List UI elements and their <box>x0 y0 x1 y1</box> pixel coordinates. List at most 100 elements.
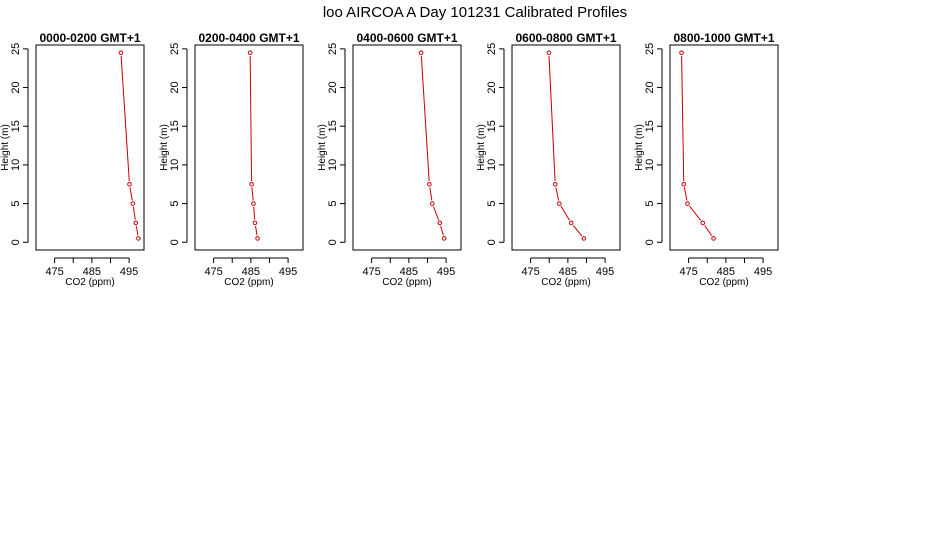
series-segment <box>429 187 433 201</box>
y-tick-label: 25 <box>644 43 656 55</box>
plot-frame <box>194 44 304 251</box>
series-segment <box>433 206 440 221</box>
series-segment <box>681 55 685 182</box>
panel-title: 0200-0400 GMT+1 <box>198 31 299 45</box>
data-point <box>441 236 447 241</box>
panel-title: 0800-1000 GMT+1 <box>673 31 774 45</box>
y-tick-label: 5 <box>327 201 339 207</box>
panel-title: 0000-0200 GMT+1 <box>39 31 140 45</box>
x-tick-label: 485 <box>242 266 260 278</box>
x-tick-label: 495 <box>279 266 297 278</box>
y-tick-label: 10 <box>486 159 498 171</box>
series-segment <box>251 187 254 201</box>
series-segment <box>440 225 444 236</box>
series-segment <box>120 55 130 182</box>
plot-frame <box>511 44 621 251</box>
y-tick-label: 15 <box>486 120 498 132</box>
data-point <box>711 236 716 241</box>
series-segment <box>129 187 133 201</box>
y-tick-label: 10 <box>644 159 656 171</box>
series-segment <box>420 55 430 182</box>
panel-title: 0600-0800 GMT+1 <box>515 31 616 45</box>
data-point <box>130 201 136 206</box>
x-axis-label: CO2 (ppm) <box>382 277 431 288</box>
x-tick-label: 475 <box>521 266 539 278</box>
series-segment <box>572 225 583 237</box>
profile-panels: 0000-0200 GMT+1 475 485 495 CO2 (ppm) 0 5 10 15 2… <box>0 31 779 288</box>
x-tick-label: 475 <box>204 266 222 278</box>
y-axis-label: Height (m) <box>159 124 170 171</box>
data-point <box>136 236 141 241</box>
y-tick-label: 0 <box>486 239 498 245</box>
y-tick-label: 20 <box>644 81 656 93</box>
profile-panel: 0600-0800 GMT+1 475 485 495 CO2 (ppm) 0 5 10 15 2… <box>476 31 621 288</box>
x-tick-label: 485 <box>83 266 101 278</box>
x-axis-label: CO2 (ppm) <box>541 277 590 288</box>
data-point <box>552 181 558 187</box>
data-point <box>247 50 253 56</box>
figure-title: loo AIRCOA A Day 101231 Calibrated Profi… <box>323 4 627 21</box>
y-tick-label: 20 <box>327 81 339 93</box>
series-segment <box>132 206 136 220</box>
profile-panel: 0400-0600 GMT+1 475 485 495 CO2 (ppm) 0 5 10 15 2… <box>317 31 462 288</box>
data-point <box>681 181 687 187</box>
y-tick-label: 0 <box>10 239 22 245</box>
x-tick-label: 495 <box>754 266 772 278</box>
y-axis-label: Height (m) <box>476 124 487 171</box>
series-segment <box>254 225 258 236</box>
data-point <box>118 50 124 56</box>
y-tick-label: 15 <box>10 120 22 132</box>
y-tick-label: 5 <box>169 201 181 207</box>
data-point <box>700 220 706 226</box>
data-point <box>430 201 435 206</box>
y-tick-label: 25 <box>169 43 181 55</box>
data-point <box>685 201 690 206</box>
y-tick-label: 0 <box>644 239 656 245</box>
x-axis-label: CO2 (ppm) <box>224 277 273 288</box>
y-tick-label: 15 <box>327 120 339 132</box>
y-tick-label: 5 <box>486 201 498 207</box>
x-tick-label: 485 <box>717 266 735 278</box>
y-tick-label: 10 <box>10 159 22 171</box>
series-segment <box>689 205 702 221</box>
y-axis-label: Height (m) <box>634 124 645 171</box>
data-point <box>427 181 432 187</box>
panel-title: 0400-0600 GMT+1 <box>356 31 457 45</box>
y-tick-label: 0 <box>327 239 339 245</box>
y-tick-label: 15 <box>169 120 181 132</box>
data-point <box>437 220 443 226</box>
profile-panel: 0800-1000 GMT+1 475 485 495 CO2 (ppm) 0 5 10 15 2… <box>634 31 779 288</box>
y-axis-label: Height (m) <box>0 124 11 171</box>
y-tick-label: 5 <box>644 201 656 207</box>
x-tick-label: 495 <box>120 266 138 278</box>
series-segment <box>704 225 713 237</box>
series-segment <box>249 55 253 182</box>
plot-frame <box>352 44 462 251</box>
data-point <box>133 220 139 226</box>
plot-frame <box>35 44 145 251</box>
profile-panel: 0000-0200 GMT+1 475 485 495 CO2 (ppm) 0 5 10 15 2… <box>0 31 145 288</box>
data-point <box>255 236 260 241</box>
data-point <box>581 236 587 241</box>
data-point <box>251 201 256 206</box>
y-tick-label: 25 <box>486 43 498 55</box>
x-tick-label: 485 <box>400 266 418 278</box>
x-tick-label: 475 <box>45 266 63 278</box>
data-point <box>418 50 424 56</box>
data-point <box>252 220 258 226</box>
y-tick-label: 5 <box>10 201 22 207</box>
series-segment <box>548 55 556 182</box>
x-tick-label: 495 <box>596 266 614 278</box>
data-point <box>127 181 132 187</box>
series-segment <box>560 206 570 221</box>
y-tick-label: 25 <box>10 43 22 55</box>
x-tick-label: 475 <box>362 266 380 278</box>
y-tick-label: 10 <box>327 159 339 171</box>
y-axis-label: Height (m) <box>317 124 328 171</box>
series-segment <box>135 225 139 236</box>
x-axis-label: CO2 (ppm) <box>699 277 748 288</box>
series-segment <box>555 187 560 201</box>
y-tick-label: 20 <box>169 81 181 93</box>
x-axis-label: CO2 (ppm) <box>65 277 114 288</box>
